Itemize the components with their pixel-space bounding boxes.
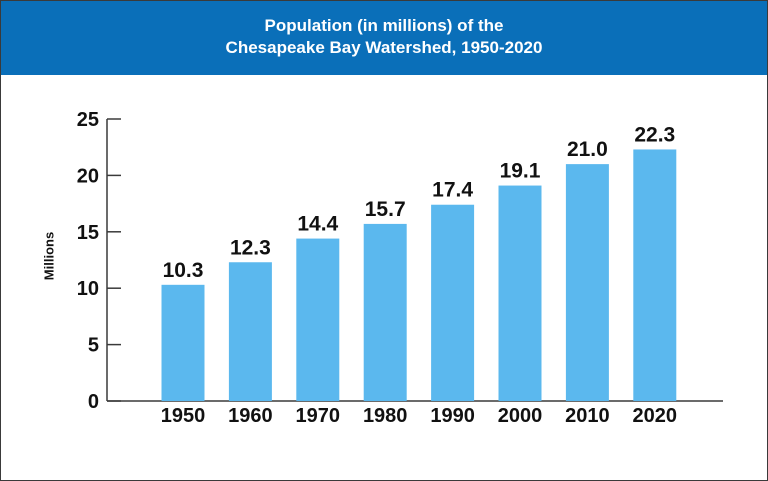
y-tick-label-25: 25 xyxy=(77,109,99,131)
bar-1950 xyxy=(161,284,205,401)
bar-1970 xyxy=(296,238,340,401)
bar-1990 xyxy=(431,204,475,401)
chart-title: Population (in millions) of the Chesapea… xyxy=(1,15,767,59)
chart-title-line-1: Population (in millions) of the xyxy=(264,16,504,35)
x-tick-label-1980: 1980 xyxy=(363,405,408,427)
value-label-1950: 10.3 xyxy=(163,259,204,282)
value-label-1970: 14.4 xyxy=(297,213,338,236)
value-label-2000: 19.1 xyxy=(500,160,541,183)
bar-1960 xyxy=(228,262,272,401)
value-label-2020: 22.3 xyxy=(634,123,675,146)
bar-2000 xyxy=(498,185,542,401)
bar-1980 xyxy=(363,223,407,401)
y-tick-label-20: 20 xyxy=(77,165,99,187)
y-tick-label-0: 0 xyxy=(88,391,99,413)
y-tick-label-10: 10 xyxy=(77,278,99,300)
chart-header: Population (in millions) of the Chesapea… xyxy=(1,1,767,75)
x-tick-label-2000: 2000 xyxy=(498,405,543,427)
y-tick-label-5: 5 xyxy=(88,335,99,357)
x-tick-label-1970: 1970 xyxy=(296,405,341,427)
value-label-1980: 15.7 xyxy=(365,198,406,221)
chart-title-line-2: Chesapeake Bay Watershed, 1950-2020 xyxy=(225,38,543,57)
x-tick-label-1990: 1990 xyxy=(430,405,475,427)
y-tick-label-15: 15 xyxy=(77,222,99,244)
x-tick-label-2010: 2010 xyxy=(565,405,610,427)
x-tick-label-2020: 2020 xyxy=(633,405,678,427)
x-tick-label-1960: 1960 xyxy=(228,405,273,427)
value-label-1960: 12.3 xyxy=(230,236,271,259)
bar-2010 xyxy=(565,164,609,401)
value-label-2010: 21.0 xyxy=(567,138,608,161)
value-label-1990: 17.4 xyxy=(432,179,473,202)
x-tick-label-1950: 1950 xyxy=(161,405,206,427)
bar-2020 xyxy=(633,149,677,401)
